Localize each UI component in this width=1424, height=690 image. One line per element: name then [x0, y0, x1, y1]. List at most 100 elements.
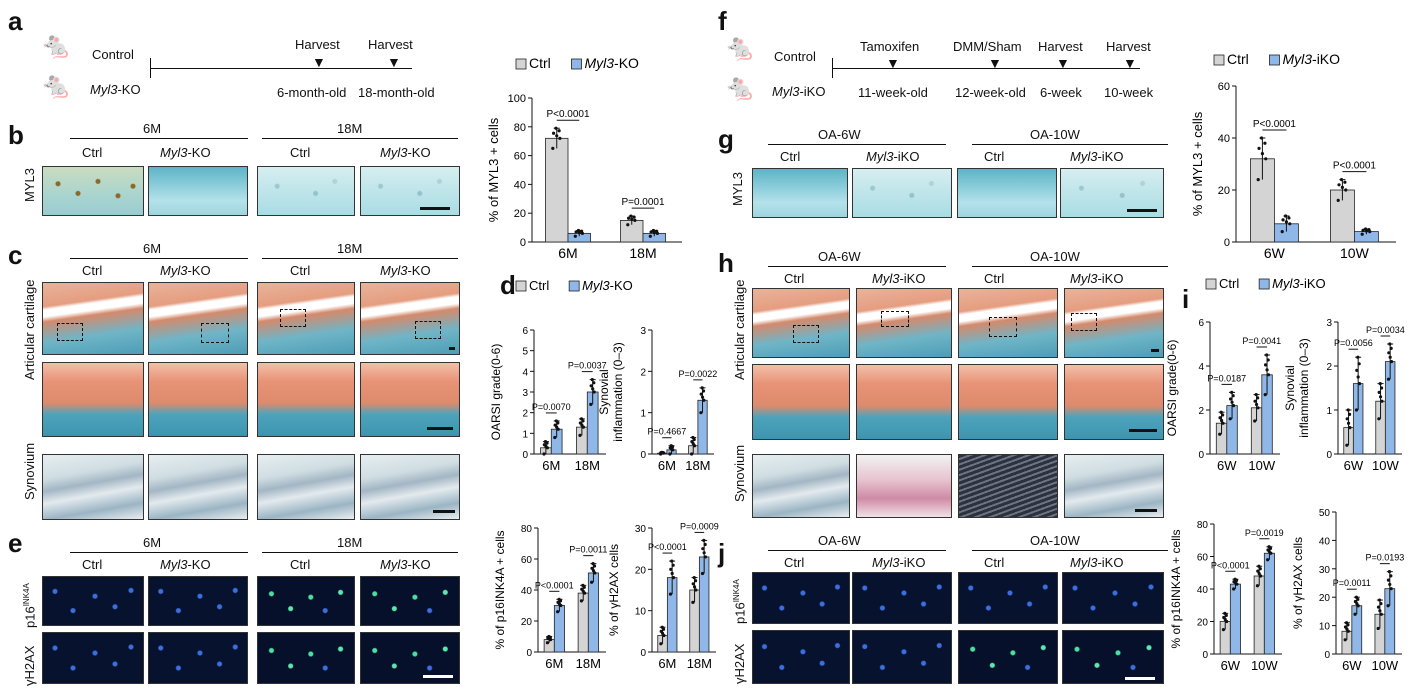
p-value-label: P=0.0009: [680, 521, 719, 531]
data-point: [692, 585, 697, 589]
harvest-label-2: Harvest: [368, 37, 413, 52]
x-tick-label: 6W: [1221, 658, 1241, 673]
panel-label-g: g: [718, 124, 734, 154]
data-point: [670, 559, 674, 563]
y-axis-label: % of p16INK4A + cells: [493, 530, 507, 649]
data-point: [1339, 178, 1344, 182]
w11-label: 11-week-old: [858, 85, 928, 100]
y-tick-label: 10: [635, 607, 647, 618]
data-point: [558, 599, 563, 603]
group-18m-label: 18M: [337, 535, 363, 550]
data-point: [1353, 612, 1357, 616]
data-point: [629, 214, 633, 218]
data-point: [549, 638, 553, 642]
synovium-image: [257, 454, 355, 520]
p-value-label: P=0.0001: [621, 197, 665, 208]
data-point: [555, 134, 559, 138]
data-point: [1228, 417, 1232, 421]
y-tick-label: 20: [635, 565, 647, 576]
col-ko: Myl3-KO: [380, 145, 431, 160]
y-tick-label: 80: [514, 122, 526, 134]
y-tick-label: 4: [1198, 362, 1204, 373]
data-point: [699, 411, 703, 415]
p-value-label: P=0.0193: [1365, 553, 1404, 563]
data-point: [691, 600, 695, 605]
group-oa6-label: OA-6W: [818, 533, 861, 548]
data-point: [1364, 229, 1368, 233]
data-point: [581, 419, 585, 423]
w10-label: 10-week: [1104, 85, 1154, 100]
data-point: [559, 603, 563, 608]
data-point: [661, 451, 666, 455]
data-point: [557, 129, 561, 133]
bar: [577, 592, 589, 653]
data-point: [1221, 413, 1225, 417]
data-point: [659, 642, 663, 646]
x-tick-label: 18M: [629, 245, 656, 261]
histology-image: [257, 362, 355, 437]
panel-label-f: f: [718, 6, 727, 36]
synovium-image: [958, 454, 1058, 518]
histology-image: [1064, 364, 1164, 440]
data-point: [556, 421, 560, 425]
legend-swatch-ko: [568, 280, 580, 292]
y-tick-label: 6: [1198, 318, 1204, 329]
x-tick-label: 6W: [1217, 458, 1237, 473]
legend-label-ko: Myl3-KO: [582, 278, 633, 293]
col-ctrl: Ctrl: [780, 149, 801, 164]
data-point: [1260, 152, 1264, 156]
data-point: [592, 381, 596, 385]
data-point: [1377, 417, 1381, 421]
panel-label-d: d: [500, 270, 516, 300]
group-6m-label: 6M: [143, 121, 162, 136]
data-point: [1379, 386, 1384, 390]
col-ctrl: Ctrl: [290, 557, 311, 572]
age-18m-label: 18-month-old: [358, 85, 435, 100]
fluorescence-image: [1062, 572, 1164, 624]
data-point: [554, 126, 558, 130]
group-bracket: [70, 258, 248, 259]
timeline-control-label: Control: [774, 49, 816, 64]
data-point: [1231, 404, 1236, 408]
data-point: [1345, 417, 1349, 421]
harvest-arrow-icon: ▼: [988, 55, 1002, 71]
bar: [1253, 575, 1265, 655]
data-point: [1343, 180, 1347, 184]
harvest-arrow-icon: ▼: [312, 54, 326, 70]
col-iko: Myl3-iKO: [872, 555, 926, 570]
data-point: [662, 633, 666, 638]
group-oa6-label: OA-6W: [818, 127, 861, 142]
group-18m-label: 18M: [337, 241, 363, 256]
p-value-label: P=0.0056: [1334, 338, 1373, 348]
p-value-label: P=0.0037: [568, 361, 607, 371]
data-point: [701, 389, 706, 393]
group-oa10-label: OA-10W: [1030, 127, 1080, 142]
data-point: [583, 591, 587, 595]
fluorescence-image: [852, 572, 952, 624]
p-value-label: P<0.0001: [1333, 161, 1377, 172]
data-point: [1265, 353, 1269, 357]
synovium-image: [1064, 454, 1164, 518]
histology-image: [856, 364, 952, 440]
data-point: [1340, 185, 1344, 189]
data-point: [1264, 157, 1268, 161]
data-point: [1256, 396, 1260, 400]
y-tick-label: 0: [1202, 650, 1208, 661]
col-ko: Myl3-KO: [160, 263, 211, 278]
y-tick-label: 1: [522, 429, 528, 440]
legend-swatch-ctrl: [515, 280, 527, 292]
data-point: [1259, 136, 1264, 140]
data-point: [1379, 612, 1383, 616]
data-point: [633, 218, 637, 222]
data-point: [551, 146, 555, 150]
x-tick-label: 18M: [575, 458, 600, 473]
scale-bar: [420, 207, 450, 210]
data-point: [1348, 426, 1352, 430]
panel-label-i: i: [1182, 284, 1190, 314]
data-point: [580, 231, 585, 235]
data-point: [592, 390, 596, 394]
fluorescence-image: [852, 630, 952, 684]
data-point: [1253, 419, 1257, 423]
data-point: [648, 234, 652, 238]
data-point: [1256, 569, 1260, 573]
